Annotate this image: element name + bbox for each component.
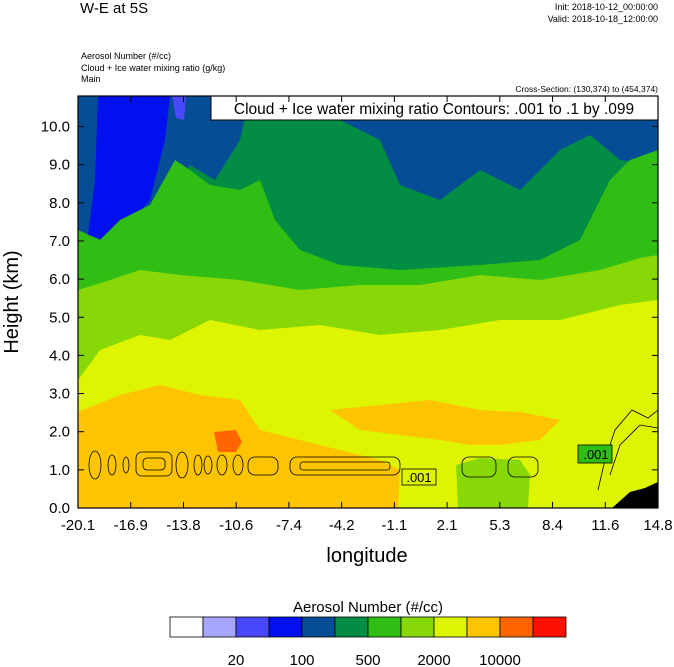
x-tick-label: -7.4 xyxy=(276,517,302,534)
colorbar-box xyxy=(268,616,303,638)
chart-title: W-E at 5S xyxy=(80,0,148,17)
field-label-cloud: Cloud + Ice water mixing ratio (g/kg) xyxy=(81,63,225,73)
colorbar-label: 2000 xyxy=(417,652,450,667)
y-tick-label: 9.0 xyxy=(49,157,70,174)
x-tick-label: -1.1 xyxy=(381,517,407,534)
y-tick-label: 3.0 xyxy=(49,386,70,403)
colorbar: 20 100 500 2000 10000 xyxy=(169,616,567,667)
colorbar-box xyxy=(334,616,369,638)
colorbar-label: 20 xyxy=(228,652,245,667)
y-tick-label: 1.0 xyxy=(49,462,70,479)
colorbar-box xyxy=(532,616,567,638)
region-blue xyxy=(88,96,170,240)
colorbar-box xyxy=(433,616,468,638)
region-black-terrain xyxy=(612,482,658,508)
cross-section-label: Cross-Section: (130,374) to (454,374) xyxy=(515,84,658,94)
colorbar-label: 500 xyxy=(355,652,380,667)
x-tick-label: 5.3 xyxy=(489,517,510,534)
cloud-contours xyxy=(88,409,658,491)
colorbar-box xyxy=(169,616,204,638)
y-axis-label: Height (km) xyxy=(1,250,23,353)
field-label-main: Main xyxy=(81,74,101,84)
x-tick-label: -20.1 xyxy=(61,517,95,534)
colorbar-box xyxy=(499,616,534,638)
y-tick-label: 0.0 xyxy=(49,500,70,517)
contour-label: .001 xyxy=(583,447,608,462)
y-tick-label: 6.0 xyxy=(49,271,70,288)
x-tick-label: -16.9 xyxy=(114,517,148,534)
x-tick-label: 2.1 xyxy=(437,517,458,534)
colorbar-box xyxy=(202,616,237,638)
filled-contours xyxy=(78,96,658,508)
contour-label: .001 xyxy=(406,470,431,485)
y-axis: 0.0 1.0 2.0 3.0 4.0 5.0 6.0 7.0 8.0 9.0 10.0 xyxy=(41,119,658,517)
valid-time: Valid: 2018-10-18_12:00:00 xyxy=(548,14,658,24)
region-lightblue xyxy=(172,96,186,120)
y-tick-label: 4.0 xyxy=(49,347,70,364)
x-axis: -20.1 -16.9 -13.8 -10.6 -7.4 -4.2 -1.1 2.1 5.3 8.… xyxy=(61,96,673,534)
region-darkorange xyxy=(214,430,242,452)
x-axis-label: longitude xyxy=(326,545,407,567)
colorbar-box xyxy=(400,616,435,638)
colorbar-label: 10000 xyxy=(479,652,521,667)
y-tick-label: 2.0 xyxy=(49,424,70,441)
contour-label-box xyxy=(577,444,613,464)
colorbar-box xyxy=(466,616,501,638)
y-tick-label: 5.0 xyxy=(49,309,70,326)
x-tick-label: -4.2 xyxy=(329,517,355,534)
colorbar-label: 100 xyxy=(289,652,314,667)
colorbar-box xyxy=(367,616,402,638)
x-tick-label: -10.6 xyxy=(219,517,253,534)
init-time: Init: 2018-10-12_00:00:00 xyxy=(555,2,658,12)
contour-annotation: Cloud + Ice water mixing ratio Contours:… xyxy=(234,101,634,118)
y-tick-label: 10.0 xyxy=(41,119,70,136)
plot-frame xyxy=(77,95,659,509)
x-tick-label: -13.8 xyxy=(166,517,200,534)
colorbar-title: Aerosol Number (#/cc) xyxy=(293,599,443,616)
region-darkblue-right xyxy=(300,96,658,200)
contour-label-box xyxy=(401,468,437,486)
colorbar-box xyxy=(235,616,270,638)
y-tick-label: 7.0 xyxy=(49,233,70,250)
field-label-aerosol: Aerosol Number (#/cc) xyxy=(81,51,171,61)
x-tick-label: 11.6 xyxy=(591,517,619,534)
region-lightgreen-bottom xyxy=(456,458,530,508)
x-tick-label: 8.4 xyxy=(542,517,563,534)
colorbar-box xyxy=(301,616,336,638)
y-tick-label: 8.0 xyxy=(49,195,70,212)
region-orange-right xyxy=(330,400,560,445)
x-tick-label: 14.8 xyxy=(643,517,672,534)
